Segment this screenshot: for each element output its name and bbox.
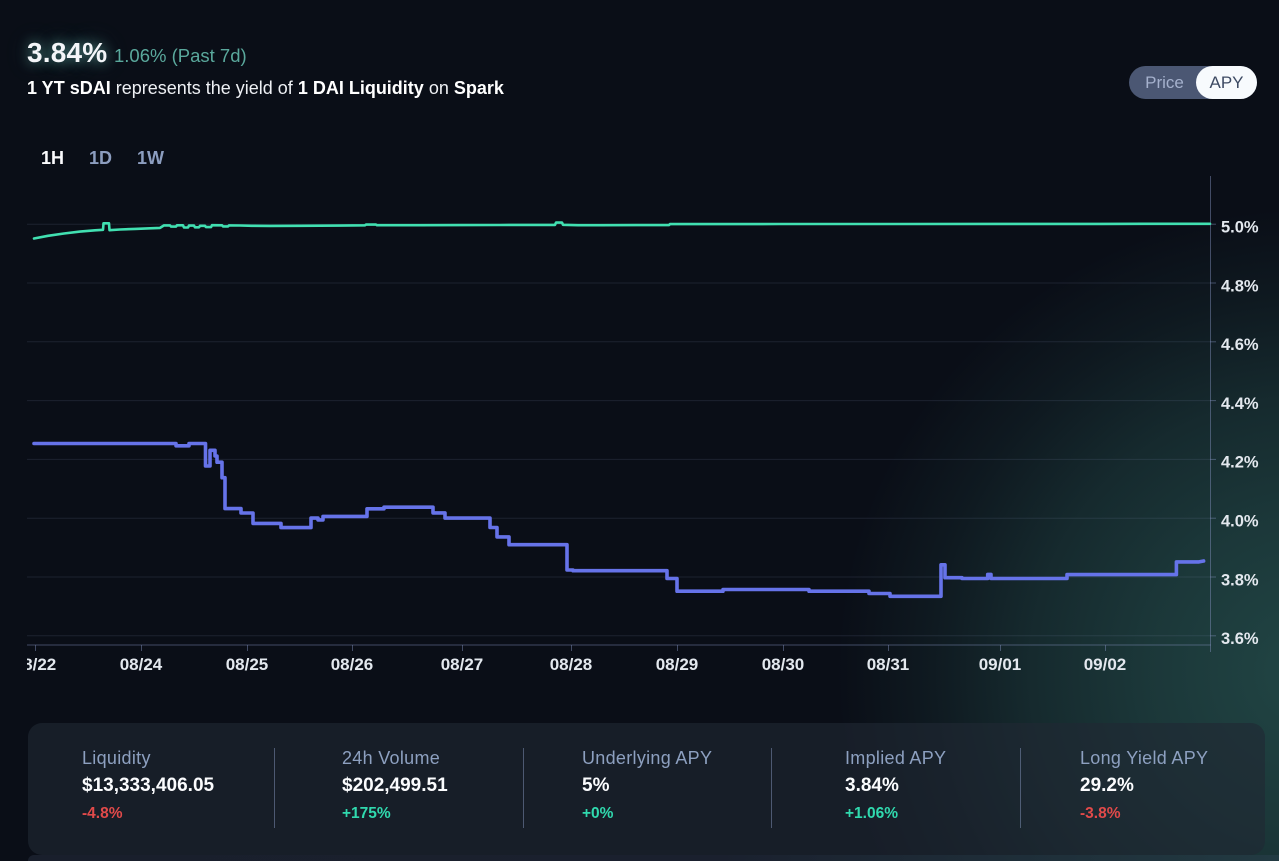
- svg-text:4.6%: 4.6%: [1221, 336, 1259, 354]
- svg-text:08/26: 08/26: [331, 655, 374, 674]
- svg-text:08/31: 08/31: [867, 655, 910, 674]
- svg-text:08/27: 08/27: [441, 655, 484, 674]
- svg-text:09/01: 09/01: [979, 655, 1022, 674]
- svg-text:09/02: 09/02: [1084, 655, 1127, 674]
- svg-text:3.8%: 3.8%: [1221, 571, 1259, 589]
- svg-text:5.0%: 5.0%: [1221, 219, 1259, 237]
- svg-text:4.2%: 4.2%: [1221, 454, 1259, 472]
- svg-text:08/25: 08/25: [226, 655, 269, 674]
- svg-text:4.8%: 4.8%: [1221, 277, 1259, 295]
- svg-text:4.4%: 4.4%: [1221, 395, 1259, 413]
- svg-text:08/29: 08/29: [656, 655, 699, 674]
- svg-text:08/30: 08/30: [762, 655, 805, 674]
- svg-text:4.0%: 4.0%: [1221, 513, 1259, 531]
- svg-text:08/24: 08/24: [120, 655, 163, 674]
- svg-text:08/22: 08/22: [14, 655, 57, 674]
- svg-text:08/28: 08/28: [550, 655, 593, 674]
- svg-text:3.6%: 3.6%: [1221, 630, 1259, 648]
